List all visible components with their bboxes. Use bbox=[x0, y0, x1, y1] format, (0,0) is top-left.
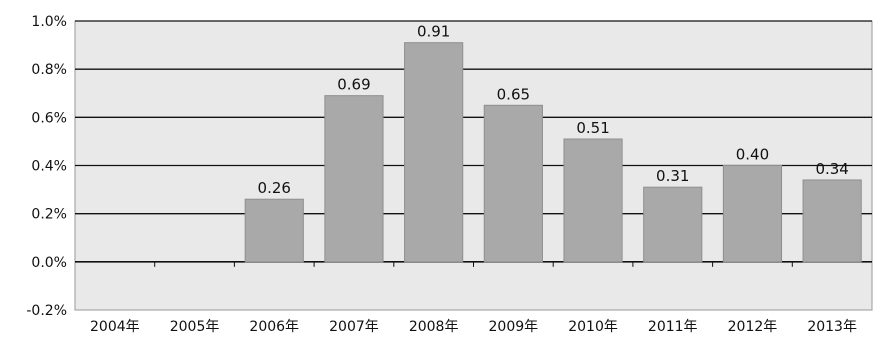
data-label: 0.65 bbox=[497, 85, 530, 103]
bar bbox=[324, 95, 384, 263]
x-axis-tick-labels: 2004年 2005年 2006年 2007年 2008年 2009年 2010年 2011年… bbox=[90, 319, 857, 335]
bar bbox=[404, 42, 464, 263]
y-axis-tick-labels: 1.0% 0.8% 0.6% 0.4% 0.2% 0.0% -0.2% bbox=[26, 14, 67, 319]
x-tick-label: 2006年 bbox=[249, 319, 299, 335]
x-tick-label: 2007年 bbox=[329, 319, 379, 335]
x-tick-label: 2008年 bbox=[409, 319, 459, 335]
x-tick-label: 2011年 bbox=[648, 319, 698, 335]
x-tick-label: 2005年 bbox=[170, 319, 220, 335]
y-tick-label: 0.2% bbox=[31, 207, 67, 223]
x-tick-label: 2012年 bbox=[728, 319, 778, 335]
y-tick-label: 0.0% bbox=[31, 255, 67, 271]
bars bbox=[244, 42, 862, 263]
x-tick-label: 2013年 bbox=[807, 319, 857, 335]
x-tick-label: 2004年 bbox=[90, 319, 140, 335]
data-label: 0.31 bbox=[656, 167, 689, 185]
bar bbox=[643, 186, 703, 263]
x-tick-label: 2009年 bbox=[489, 319, 539, 335]
data-label: 0.26 bbox=[258, 179, 291, 197]
data-label: 0.69 bbox=[337, 76, 370, 94]
data-label: 0.91 bbox=[417, 23, 450, 41]
bar bbox=[244, 198, 304, 263]
bar bbox=[563, 138, 623, 263]
data-label: 0.40 bbox=[736, 146, 769, 164]
bar bbox=[722, 165, 783, 263]
data-label: 0.51 bbox=[576, 119, 609, 137]
y-tick-label: 1.0% bbox=[31, 14, 67, 30]
data-labels: 0.26 0.69 0.91 0.65 0.51 0.31 0.40 0.34 bbox=[258, 23, 849, 198]
y-tick-label: 0.6% bbox=[31, 110, 67, 126]
y-tick-label: 0.4% bbox=[31, 159, 67, 175]
y-tick-label: -0.2% bbox=[26, 303, 67, 319]
bar bbox=[483, 104, 543, 263]
x-tick-label: 2010年 bbox=[568, 319, 618, 335]
y-tick-label: 0.8% bbox=[31, 62, 67, 78]
data-label: 0.34 bbox=[815, 160, 848, 178]
bar bbox=[802, 179, 862, 263]
